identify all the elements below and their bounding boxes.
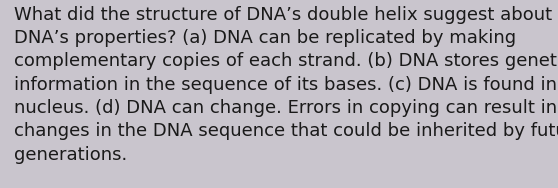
Text: What did the structure of DNA’s double helix suggest about
DNA’s properties? (a): What did the structure of DNA’s double h… bbox=[14, 6, 558, 164]
